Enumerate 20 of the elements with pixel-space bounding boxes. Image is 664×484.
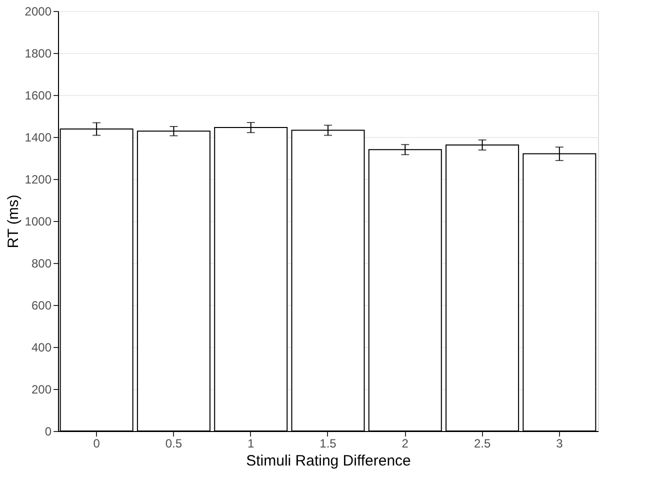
y-tick-label: 1400 xyxy=(24,130,52,144)
y-tick-label: 1200 xyxy=(24,172,52,186)
x-tick-label: 2 xyxy=(402,436,409,450)
x-tick-label: 0.5 xyxy=(165,436,182,450)
y-tick-label: 0 xyxy=(44,424,52,438)
x-axis-title: Stimuli Rating Difference xyxy=(246,452,411,470)
y-tick-label: 400 xyxy=(31,340,52,354)
x-tick-label: 2.5 xyxy=(474,436,491,450)
y-tick-label: 2000 xyxy=(24,4,52,18)
y-axis-title: RT (ms) xyxy=(4,194,22,248)
x-tick-label: 0 xyxy=(93,436,100,450)
y-tick-label: 600 xyxy=(31,298,52,312)
y-tick-label: 800 xyxy=(31,256,52,270)
y-tick-label: 1800 xyxy=(24,46,52,60)
x-tick-label: 3 xyxy=(556,436,564,450)
y-tick-label: 1600 xyxy=(24,88,52,102)
x-tick-label: 1.5 xyxy=(320,436,337,450)
y-tick-label: 200 xyxy=(31,382,52,396)
y-tick-label: 1000 xyxy=(24,214,52,228)
x-tick-label: 1 xyxy=(248,436,255,450)
